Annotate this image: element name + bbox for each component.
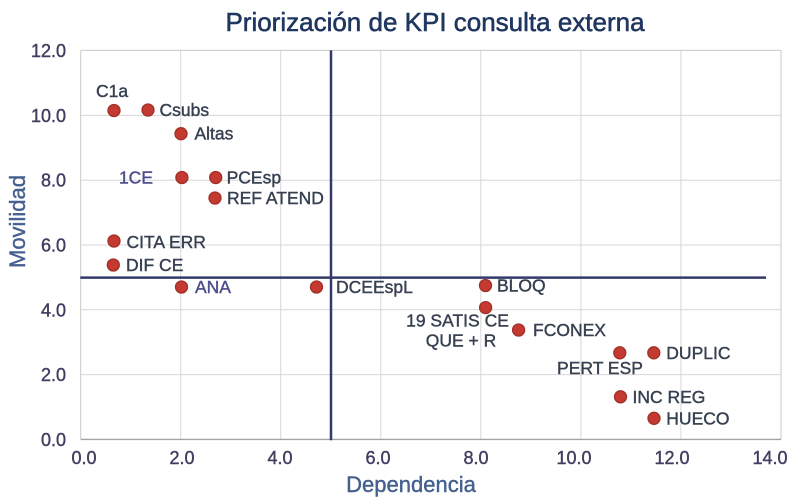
svg-text:12.0: 12.0 bbox=[654, 448, 689, 468]
svg-text:4.0: 4.0 bbox=[267, 448, 292, 468]
svg-text:6.0: 6.0 bbox=[365, 448, 390, 468]
svg-text:4.0: 4.0 bbox=[41, 300, 66, 320]
svg-text:0.0: 0.0 bbox=[71, 448, 96, 468]
svg-text:DCEEspL: DCEEspL bbox=[336, 277, 413, 297]
svg-text:FCONEX: FCONEX bbox=[533, 320, 606, 340]
svg-text:6.0: 6.0 bbox=[41, 236, 66, 256]
svg-text:ANA: ANA bbox=[195, 277, 231, 297]
svg-text:BLOQ: BLOQ bbox=[497, 276, 546, 296]
svg-text:2.0: 2.0 bbox=[41, 365, 66, 385]
svg-text:19 SATIS CE: 19 SATIS CE bbox=[406, 311, 509, 331]
svg-text:CITA ERR: CITA ERR bbox=[127, 232, 206, 252]
svg-text:PERT ESP: PERT ESP bbox=[557, 358, 643, 378]
svg-text:Csubs: Csubs bbox=[160, 100, 210, 120]
svg-text:14.0: 14.0 bbox=[752, 448, 787, 468]
svg-text:Dependencia: Dependencia bbox=[346, 472, 476, 497]
svg-text:Movilidad: Movilidad bbox=[5, 175, 30, 268]
svg-text:8.0: 8.0 bbox=[41, 171, 66, 191]
svg-text:12.0: 12.0 bbox=[31, 41, 66, 61]
svg-text:DUPLIC: DUPLIC bbox=[666, 343, 730, 363]
svg-text:QUE + R: QUE + R bbox=[426, 331, 497, 351]
svg-text:Priorización de KPI consulta e: Priorización de KPI consulta externa bbox=[225, 7, 645, 37]
svg-text:C1a: C1a bbox=[96, 81, 128, 101]
svg-text:HUECO: HUECO bbox=[666, 409, 729, 429]
svg-text:2.0: 2.0 bbox=[169, 448, 194, 468]
svg-text:10.0: 10.0 bbox=[556, 448, 591, 468]
svg-text:1CE: 1CE bbox=[119, 168, 153, 188]
svg-text:REF ATEND: REF ATEND bbox=[227, 188, 324, 208]
svg-text:DIF CE: DIF CE bbox=[126, 255, 183, 275]
svg-text:8.0: 8.0 bbox=[463, 448, 488, 468]
svg-text:0.0: 0.0 bbox=[41, 430, 66, 450]
svg-text:10.0: 10.0 bbox=[31, 106, 66, 126]
svg-text:PCEsp: PCEsp bbox=[227, 168, 281, 188]
svg-text:Altas: Altas bbox=[195, 124, 234, 144]
svg-text:INC REG: INC REG bbox=[633, 387, 706, 407]
